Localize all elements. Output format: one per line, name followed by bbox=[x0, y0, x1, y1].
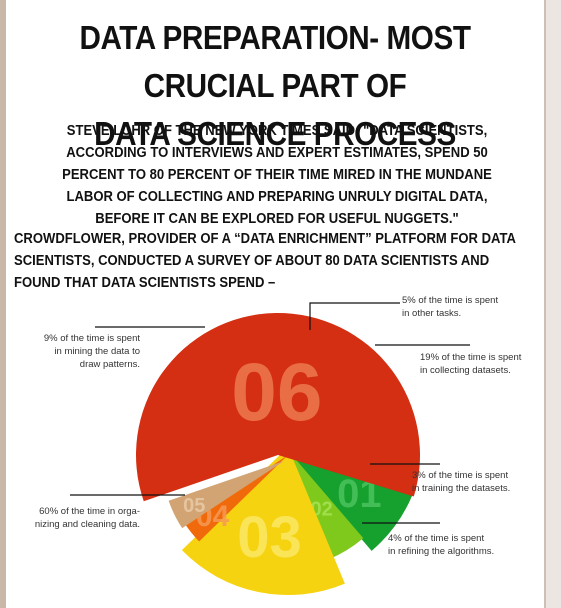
slice-label-06: 60% of the time in orga-nizing and clean… bbox=[22, 505, 140, 531]
slice-label-01: 9% of the time is spent in mining the dat… bbox=[22, 332, 140, 371]
slice-number-03: 03 bbox=[237, 505, 302, 570]
slice-label-line: in collecting datasets. bbox=[420, 365, 511, 376]
pie-slice-05 bbox=[168, 461, 284, 529]
slice-label-line: 5% of the time is spent bbox=[402, 295, 499, 306]
slice-label-line: 3% of the time is spent bbox=[412, 470, 509, 481]
slice-label-line: in other tasks. bbox=[402, 308, 462, 319]
pie-slice-06 bbox=[136, 313, 421, 502]
slice-label-line: in training the datasets. bbox=[412, 483, 511, 494]
slice-label-line: in mining the data to bbox=[54, 346, 140, 357]
slice-label-04: 3% of the time is spent in training the d… bbox=[412, 469, 510, 495]
title-line-2: DATA SCIENCE PROCESS bbox=[94, 115, 456, 152]
slice-label-line: in refining the algorithms. bbox=[388, 546, 495, 557]
slice-number-05: 05 bbox=[183, 495, 205, 517]
slice-label-line: 60% of the time in orga- bbox=[39, 506, 140, 517]
frame-left-border bbox=[0, 0, 6, 608]
slice-label-line: 4% of the time is spent bbox=[388, 533, 485, 544]
frame-right-line bbox=[544, 0, 546, 608]
title-line-1: DATA PREPARATION- MOST CRUCIAL PART OF bbox=[79, 19, 471, 104]
quote-paragraph: STEVE LOHR OF THE NEW YORK TIMES SAID: "… bbox=[62, 123, 492, 227]
survey-intro: CROWDFLOWER, PROVIDER OF A “DATA ENRICHM… bbox=[14, 231, 516, 291]
pie-slice-03 bbox=[181, 447, 345, 595]
slice-label-02: 5% of the time is spent in other tasks. bbox=[402, 294, 498, 320]
pie-slice-04 bbox=[184, 455, 288, 542]
slice-label-03: 19% of the time is spent in collecting da… bbox=[420, 351, 521, 377]
slice-label-05: 4% of the time is spent in refining the a… bbox=[388, 532, 494, 558]
leader-line-02 bbox=[309, 302, 400, 330]
slice-label-line: 9% of the time is spent bbox=[43, 333, 140, 344]
slice-label-line: 19% of the time is spent bbox=[420, 352, 522, 363]
slice-label-line: draw patterns. bbox=[79, 359, 140, 370]
slice-number-06: 06 bbox=[231, 347, 322, 438]
frame-right-border bbox=[544, 0, 561, 608]
slice-label-line: nizing and cleaning data. bbox=[34, 519, 140, 530]
pie-slice-02 bbox=[280, 441, 364, 560]
infographic-title: DATA PREPARATION- MOST CRUCIAL PART OF D… bbox=[37, 14, 514, 158]
